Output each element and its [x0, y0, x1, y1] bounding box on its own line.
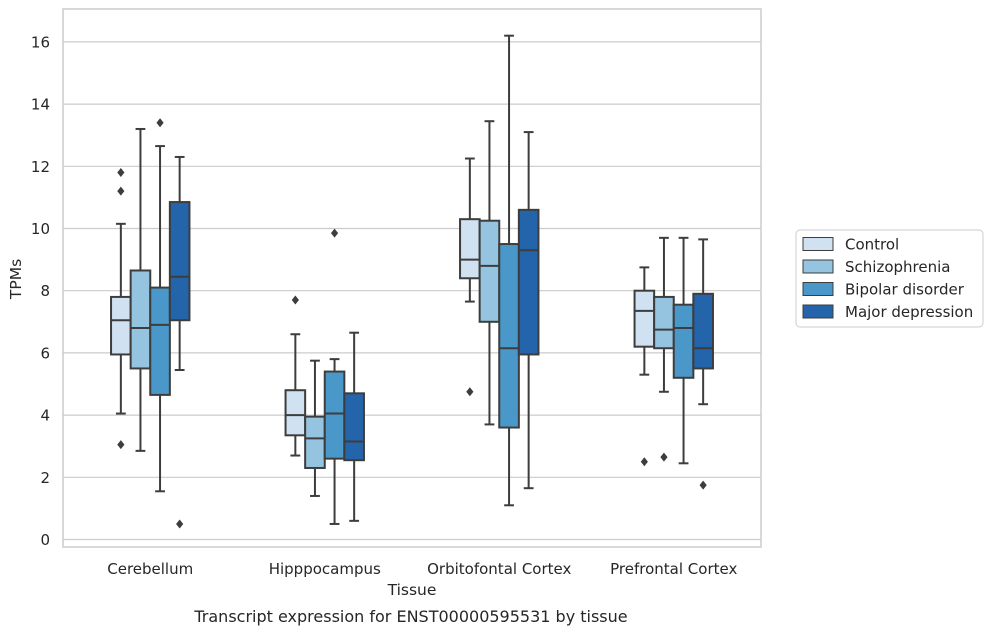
box-body — [343, 392, 365, 462]
outlier-point — [466, 387, 474, 397]
box-plots — [110, 34, 714, 529]
outlier-point — [117, 440, 125, 450]
x-tick-label: Prefrontal Cortex — [610, 560, 737, 578]
box-body — [110, 295, 132, 356]
outlier-point — [117, 168, 125, 178]
box-control — [459, 157, 481, 397]
box-bipolar-disorder — [498, 34, 520, 507]
box-body — [323, 370, 346, 460]
legend-label: Control — [845, 236, 899, 254]
box-major-depression — [168, 155, 191, 529]
box-body — [459, 218, 481, 280]
outlier-point — [330, 228, 339, 238]
y-tick-label: 10 — [31, 220, 50, 238]
box-bipolar-disorder — [672, 236, 695, 465]
legend-frame — [795, 229, 984, 328]
legend-swatch — [802, 237, 834, 251]
x-tick-label: Orbitofontal Cortex — [427, 560, 571, 578]
box-schizophrenia — [304, 359, 326, 497]
legend-swatch — [802, 282, 834, 296]
y-tick-label: 8 — [40, 282, 50, 300]
box-schizophrenia — [478, 120, 501, 426]
y-tick-label: 6 — [40, 344, 50, 362]
box-body — [517, 208, 540, 356]
box-body — [653, 295, 675, 350]
legend-swatch — [802, 259, 834, 274]
x-tick-label: Hipppocampus — [269, 560, 381, 578]
y-tick-label: 4 — [40, 407, 50, 425]
y-tick-label: 14 — [31, 96, 50, 114]
box-body — [304, 415, 326, 469]
box-body — [129, 269, 152, 370]
box-body — [168, 201, 191, 322]
legend-swatch — [802, 304, 834, 319]
outlier-point — [176, 519, 184, 529]
y-tick-label: 0 — [40, 531, 50, 549]
chart-caption: Transcript expression for ENST0000059553… — [193, 607, 627, 626]
box-schizophrenia — [653, 236, 675, 462]
y-tick-label: 16 — [31, 33, 50, 51]
box-bipolar-disorder — [149, 118, 171, 493]
box-control — [110, 168, 132, 450]
box-body — [633, 289, 656, 348]
x-tick-label: Cerebellum — [107, 560, 193, 578]
legend: Control Schizophrenia Bipolar disorder Majo… — [795, 229, 984, 328]
box-body — [149, 286, 171, 396]
legend-label: Bipolar disorder — [845, 281, 965, 299]
box-body — [498, 243, 520, 429]
y-axis-ticks: 0 2 4 6 8 10 12 14 16 — [31, 33, 50, 549]
y-tick-label: 2 — [40, 469, 50, 487]
box-major-depression — [517, 131, 540, 490]
legend-label: Major depression — [845, 303, 973, 321]
box-bipolar-disorder — [323, 228, 346, 525]
box-major-depression — [343, 331, 365, 522]
plot-frame — [62, 8, 762, 548]
outlier-point — [640, 457, 648, 467]
x-axis-ticks: Cerebellum Hipppocampus Orbitofontal Corte… — [107, 560, 737, 578]
outlier-point — [699, 480, 707, 490]
y-tick-label: 12 — [31, 158, 50, 176]
box-body — [478, 219, 501, 323]
box-major-depression — [692, 238, 714, 490]
box-body — [672, 303, 695, 379]
outlier-point — [291, 295, 299, 305]
box-control — [284, 295, 307, 457]
outlier-point — [156, 118, 164, 128]
outlier-point — [117, 186, 125, 196]
y-axis-label: TPMs — [7, 259, 25, 300]
legend-label: Schizophrenia — [845, 258, 950, 276]
x-axis-label: Tissue — [387, 581, 437, 599]
outlier-point — [660, 452, 668, 462]
box-schizophrenia — [129, 127, 152, 452]
box-body — [692, 292, 714, 370]
box-body — [284, 389, 307, 437]
box-control — [633, 266, 656, 467]
